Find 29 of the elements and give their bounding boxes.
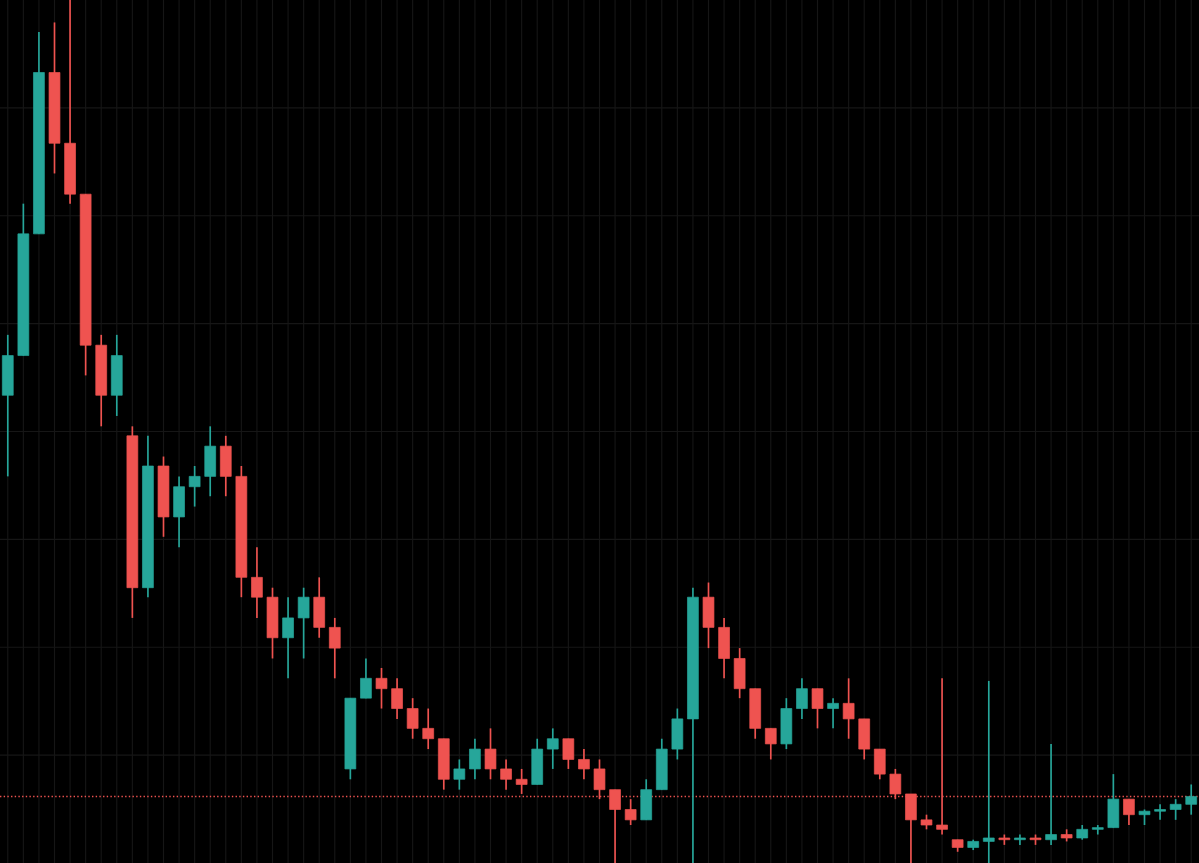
candlestick xyxy=(515,768,528,795)
candlestick xyxy=(188,465,201,508)
candlestick xyxy=(282,596,294,680)
candlestick xyxy=(1169,798,1182,821)
candlestick xyxy=(796,677,808,720)
candlestick xyxy=(827,697,839,730)
candlestick xyxy=(251,546,263,619)
candlestick xyxy=(391,677,403,720)
candlestick xyxy=(453,758,466,791)
candlestick xyxy=(500,758,512,791)
candlestick xyxy=(624,798,637,826)
candlestick xyxy=(842,677,855,740)
candlestick xyxy=(469,737,481,781)
candlestick xyxy=(1045,743,1057,846)
candlestick xyxy=(422,707,435,750)
candlestick xyxy=(328,617,341,680)
candlestick xyxy=(982,680,995,863)
candlestick xyxy=(360,657,372,700)
candlestick xyxy=(375,667,388,710)
candlestick xyxy=(484,727,497,781)
candlestick xyxy=(764,727,777,761)
candlestick xyxy=(1154,803,1166,821)
candlestick xyxy=(546,727,559,770)
candlestick xyxy=(811,687,824,730)
candlestick xyxy=(562,737,575,770)
candlestick xyxy=(297,586,310,660)
candlestick xyxy=(406,697,419,740)
candlestick xyxy=(1185,783,1198,816)
candlestick xyxy=(578,748,590,781)
